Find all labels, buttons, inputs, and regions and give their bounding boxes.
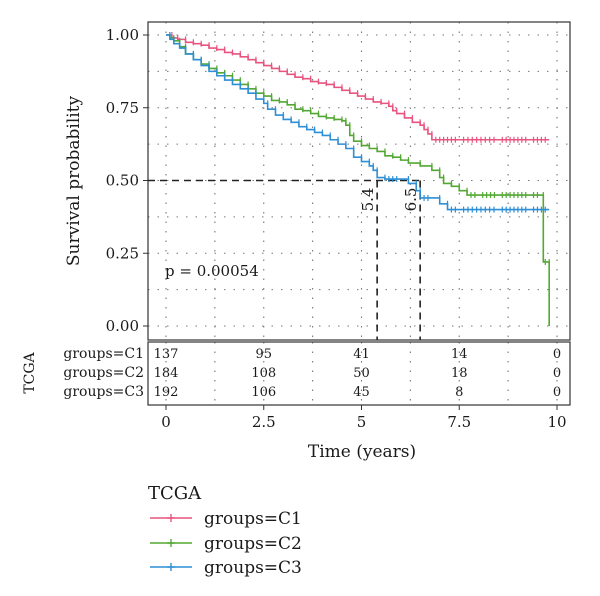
risk-count: 0 [553, 366, 561, 381]
risk-count: 95 [255, 347, 272, 362]
risk-count: 50 [353, 366, 370, 381]
median-label: 6.5 [402, 188, 420, 212]
legend: groups=C1 groups=C2 groups=C3 [150, 509, 302, 578]
legend-label: groups=C3 [204, 558, 302, 578]
x-tick-label: 2.5 [252, 413, 276, 431]
y-tick-label: 0.75 [106, 99, 139, 117]
y-tick-label: 1.00 [106, 26, 139, 44]
risk-count: 184 [154, 366, 179, 381]
y-tick-label: 0.50 [106, 172, 139, 190]
legend-label: groups=C2 [204, 534, 302, 554]
plot-grid [148, 22, 570, 340]
risk-count: 108 [251, 366, 276, 381]
risk-count: 137 [154, 347, 179, 362]
curve-groups=C3 [166, 34, 550, 211]
risk-row-label: groups=C2 [63, 365, 144, 381]
risk-table-frame [147, 341, 571, 406]
x-axis: 0 2.5 5 7.5 10 [161, 405, 567, 431]
legend-label: groups=C1 [204, 509, 302, 529]
median-label: 5.4 [359, 188, 377, 212]
risk-count: 192 [154, 385, 179, 400]
risk-table-grid [165, 342, 558, 405]
x-tick-label: 10 [547, 413, 566, 431]
risk-count: 8 [455, 385, 463, 400]
risk-row-label: groups=C1 [63, 346, 144, 362]
y-tick-label: 0.00 [106, 317, 139, 335]
x-tick-label: 7.5 [447, 413, 471, 431]
risk-count: 0 [553, 385, 561, 400]
risk-count: 106 [251, 385, 276, 400]
x-tick-label: 5 [357, 413, 367, 431]
y-axis: 0.00 0.25 0.50 0.75 1.00 [106, 26, 148, 335]
risk-count: 41 [353, 347, 370, 362]
curve-groups=C1 [166, 34, 550, 141]
median-lines: 5.4 6.5 [148, 179, 421, 340]
y-axis-label: Survival probability [64, 95, 84, 266]
x-tick-label: 0 [161, 413, 171, 431]
risk-count: 14 [451, 347, 468, 362]
risk-table: groups=C1 137 95 41 14 0 groups=C2 184 108 50 18 0 g… [63, 346, 561, 400]
survival-curves [166, 32, 550, 326]
p-value: p = 0.00054 [165, 262, 259, 280]
risk-table-title: TCGA [22, 351, 38, 393]
risk-count: 45 [353, 385, 370, 400]
legend-title: TCGA [148, 483, 202, 504]
risk-count: 18 [451, 366, 468, 381]
risk-row-label: groups=C3 [63, 384, 144, 400]
risk-count: 0 [553, 347, 561, 362]
y-tick-label: 0.25 [106, 244, 139, 262]
x-axis-label: Time (years) [308, 442, 416, 462]
